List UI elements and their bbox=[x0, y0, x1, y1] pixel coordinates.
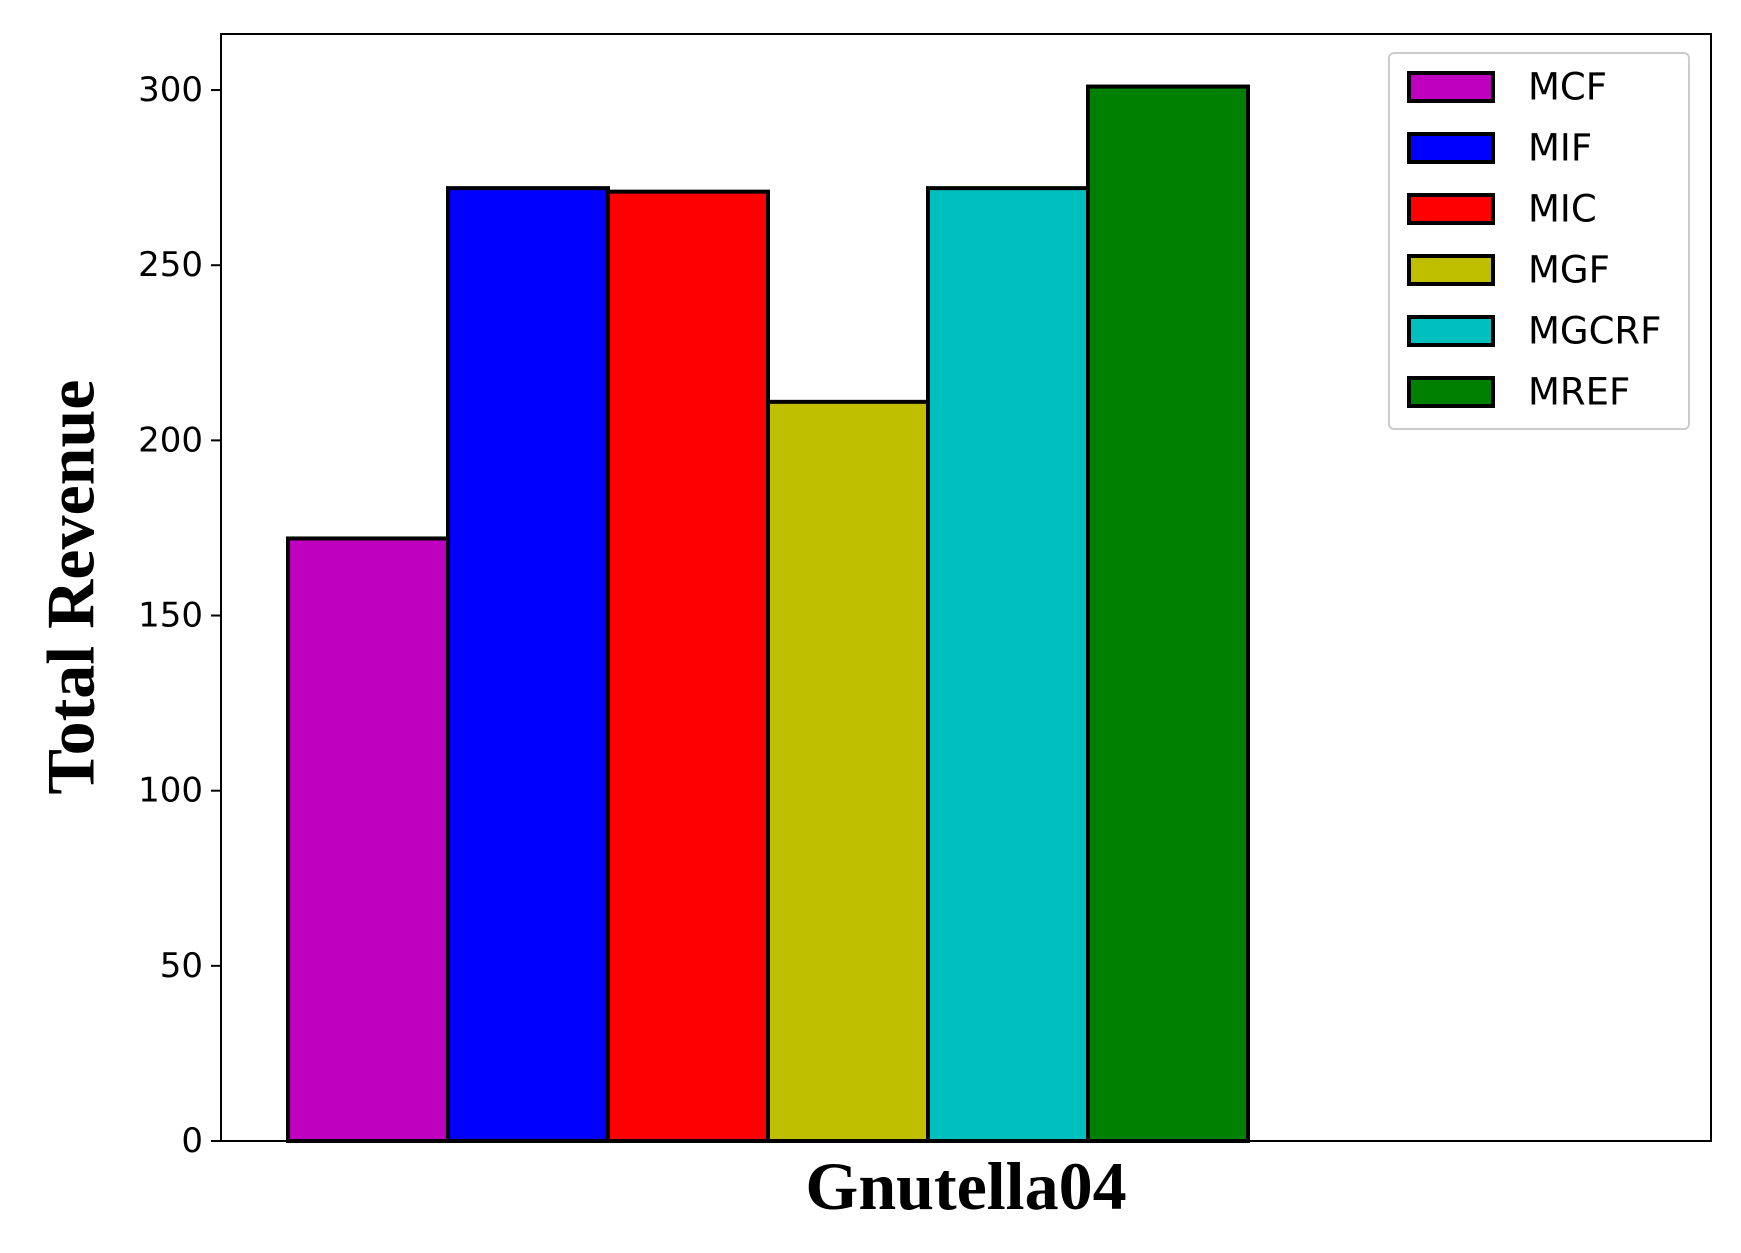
legend-swatch bbox=[1407, 132, 1495, 164]
y-axis-title: Total Revenue bbox=[33, 380, 109, 795]
legend-entry-mcf: MCF bbox=[1407, 66, 1607, 109]
bar-mcf bbox=[286, 536, 450, 1143]
legend-label: MIF bbox=[1528, 127, 1592, 170]
legend-label: MGCRF bbox=[1528, 310, 1661, 353]
y-axis: 0 50 100 150 200 250 300 bbox=[138, 70, 221, 1161]
bar-mgf bbox=[766, 399, 930, 1143]
bar-mref bbox=[1086, 84, 1250, 1143]
y-tick-label: 200 bbox=[138, 420, 203, 460]
legend-entry-mif: MIF bbox=[1407, 127, 1592, 170]
legend-swatch bbox=[1407, 71, 1495, 103]
y-tick-label: 50 bbox=[160, 946, 203, 986]
legend-swatch bbox=[1407, 315, 1495, 347]
bar-mif bbox=[446, 186, 610, 1144]
y-tick-label: 100 bbox=[138, 771, 203, 811]
legend-entry-mgf: MGF bbox=[1407, 249, 1610, 292]
plot-area-frame bbox=[220, 33, 1712, 1142]
legend-entry-mgcrf: MGCRF bbox=[1407, 310, 1661, 353]
y-tick-label: 250 bbox=[138, 245, 203, 285]
bar-mgcrf bbox=[926, 186, 1090, 1144]
legend-label: MIC bbox=[1528, 188, 1597, 231]
legend: MCF MIF MIC MGF MGCRF MREF bbox=[1388, 52, 1690, 430]
y-tick-label: 150 bbox=[138, 596, 203, 636]
legend-swatch bbox=[1407, 376, 1495, 408]
y-tick-label: 0 bbox=[181, 1121, 203, 1161]
x-axis-title: Gnutella04 bbox=[805, 1148, 1126, 1224]
bars-layer bbox=[286, 84, 1250, 1144]
legend-swatch bbox=[1407, 254, 1495, 286]
legend-entry-mic: MIC bbox=[1407, 188, 1597, 231]
legend-entry-mref: MREF bbox=[1407, 371, 1630, 414]
legend-label: MREF bbox=[1528, 371, 1630, 414]
legend-swatch bbox=[1407, 193, 1495, 225]
legend-label: MGF bbox=[1528, 249, 1610, 292]
y-tick-label: 300 bbox=[138, 70, 203, 110]
legend-label: MCF bbox=[1528, 66, 1607, 109]
legend-items: MCF MIF MIC MGF MGCRF MREF bbox=[1407, 66, 1661, 414]
bar-mic bbox=[606, 189, 770, 1144]
